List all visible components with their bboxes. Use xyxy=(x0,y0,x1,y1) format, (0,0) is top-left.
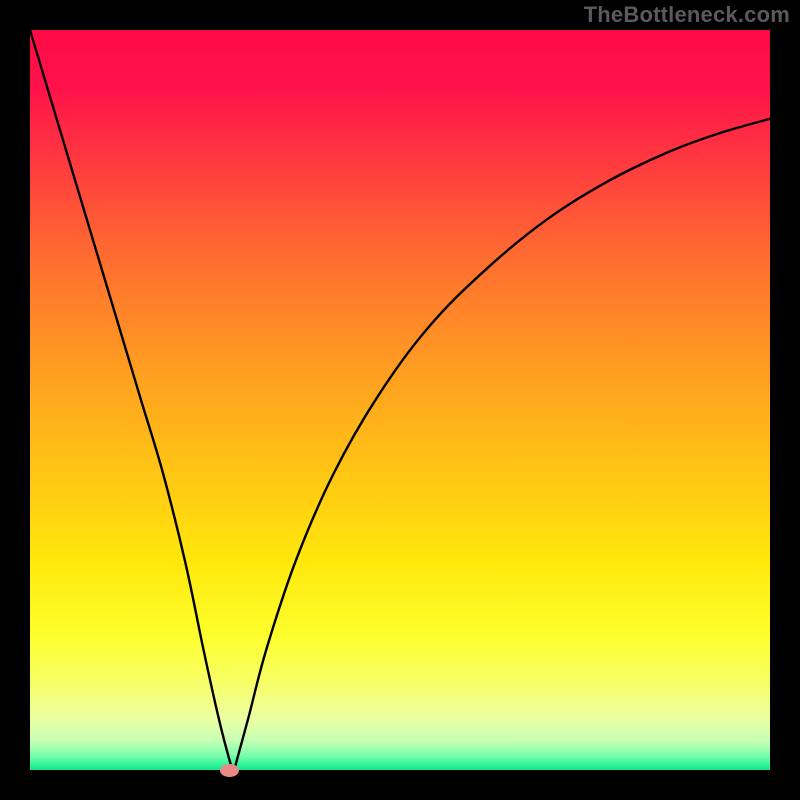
watermark-text: TheBottleneck.com xyxy=(584,2,790,28)
optimal-point-marker xyxy=(220,764,239,777)
chart-svg xyxy=(30,30,770,770)
chart-plot-area xyxy=(30,30,770,770)
